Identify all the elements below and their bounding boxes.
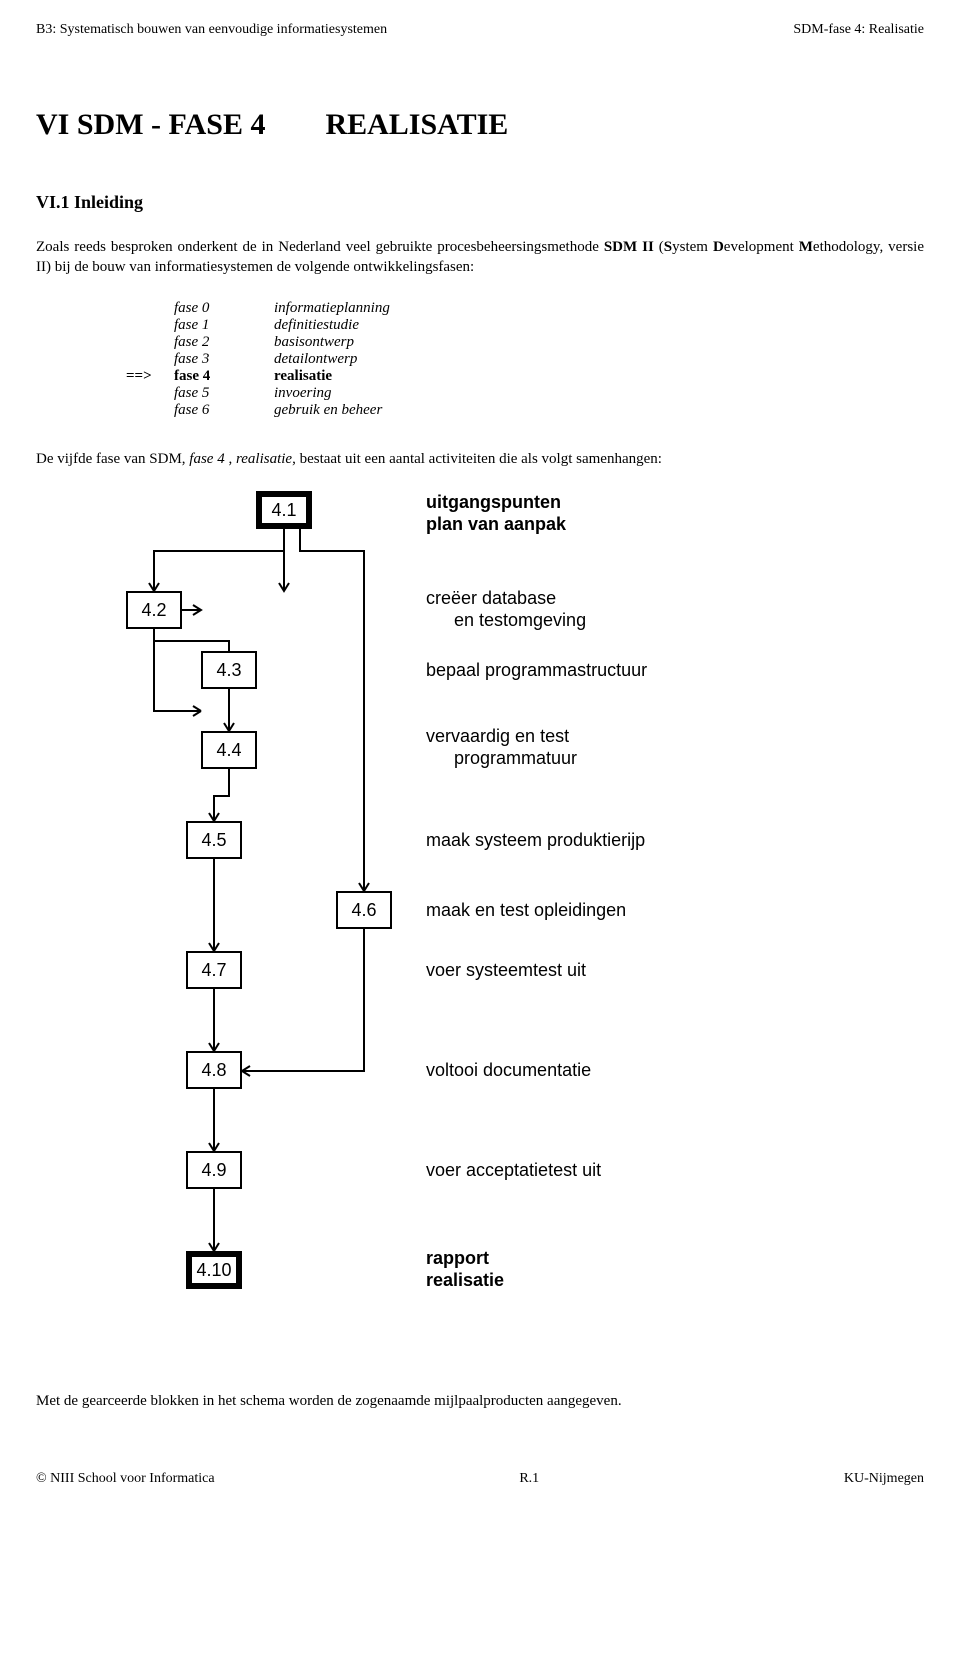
flow-node-label: vervaardig en testprogrammatuur [426,725,577,770]
flow-node: 4.10 [186,1251,242,1289]
phase-arrow [126,351,174,368]
flow-node: 4.2 [126,591,182,629]
phase-arrow [126,402,174,419]
phase-desc: detailontwerp [274,351,357,368]
intro-paragraph-2: De vijfde fase van SDM, fase 4 , realisa… [36,449,924,469]
phase-arrow: ==> [126,368,174,385]
flow-node-label: voer systeemtest uit [426,959,586,982]
header-left: B3: Systematisch bouwen van eenvoudige i… [36,22,387,38]
p1-d: D [713,239,724,255]
flow-node: 4.6 [336,891,392,929]
p1-sdm: SDM II [604,239,654,255]
flow-node-label: voltooi documentatie [426,1059,591,1082]
p2-d: realisatie [236,451,292,467]
phase-name: fase 3 [174,351,274,368]
phase-name: fase 4 [174,368,274,385]
phase-desc: basisontwerp [274,334,354,351]
phase-arrow [126,334,174,351]
phase-row: fase 6gebruik en beheer [126,402,924,419]
footer-center: R.1 [519,1471,539,1487]
flow-node-label: maak en test opleidingen [426,899,626,922]
phase-name: fase 2 [174,334,274,351]
flow-node-label: rapportrealisatie [426,1247,504,1292]
phase-row: fase 0informatieplanning [126,300,924,317]
phase-desc: invoering [274,385,332,402]
flow-node: 4.3 [201,651,257,689]
phase-desc: realisatie [274,368,332,385]
flow-node: 4.7 [186,951,242,989]
title-part-1: VI SDM - FASE 4 [36,108,265,141]
flow-node: 4.8 [186,1051,242,1089]
phase-arrow [126,385,174,402]
p1-a: Zoals reeds besproken onderkent de in Ne… [36,239,604,255]
phase-arrow [126,317,174,334]
phase-row: ==>fase 4realisatie [126,368,924,385]
flow-node-label: voer acceptatietest uit [426,1159,601,1182]
flow-node-label: bepaal programmastructuur [426,659,647,682]
p2-c: , [228,451,236,467]
phase-desc: definitiestudie [274,317,359,334]
footer-right: KU-Nijmegen [844,1471,924,1487]
phase-row: fase 1definitiestudie [126,317,924,334]
flow-node: 4.4 [201,731,257,769]
flow-node-label: uitgangspuntenplan van aanpak [426,491,566,536]
phase-row: fase 5invoering [126,385,924,402]
phases-list: fase 0informatieplanningfase 1definities… [126,300,924,419]
footer-left: © NIII School voor Informatica [36,1471,215,1487]
flow-node: 4.9 [186,1151,242,1189]
intro-paragraph: Zoals reeds besproken onderkent de in Ne… [36,237,924,278]
phase-name: fase 6 [174,402,274,419]
p1-m: M [799,239,813,255]
phase-row: fase 2basisontwerp [126,334,924,351]
p2-a: De vijfde fase van SDM, [36,451,189,467]
page-header: B3: Systematisch bouwen van eenvoudige i… [36,22,924,38]
p1-sys: ystem [672,239,713,255]
section-heading: VI.1 Inleiding [36,192,924,213]
p1-s: S [664,239,672,255]
p1-b: ( [654,239,664,255]
flow-node: 4.5 [186,821,242,859]
p2-b: fase 4 [189,451,228,467]
phase-desc: informatieplanning [274,300,390,317]
phase-name: fase 5 [174,385,274,402]
header-right: SDM-fase 4: Realisatie [793,22,924,38]
p2-e: , bestaat uit een aantal activiteiten di… [292,451,662,467]
flowchart: 4.1 uitgangspuntenplan van aanpak 4.2 creëe… [86,491,806,1361]
page-title: VI SDM - FASE 4 REALISATIE [36,108,924,142]
page-footer: © NIII School voor Informatica R.1 KU-Ni… [36,1471,924,1487]
flow-node-label: creëer databaseen testomgeving [426,587,586,632]
phase-desc: gebruik en beheer [274,402,382,419]
p1-dev: evelopment [724,239,799,255]
title-part-2: REALISATIE [325,108,508,141]
phase-arrow [126,300,174,317]
flow-node-label: maak systeem produktierijp [426,829,645,852]
phase-name: fase 1 [174,317,274,334]
phase-row: fase 3detailontwerp [126,351,924,368]
closing-paragraph: Met de gearceerde blokken in het schema … [36,1391,924,1411]
phase-name: fase 0 [174,300,274,317]
flow-node: 4.1 [256,491,312,529]
